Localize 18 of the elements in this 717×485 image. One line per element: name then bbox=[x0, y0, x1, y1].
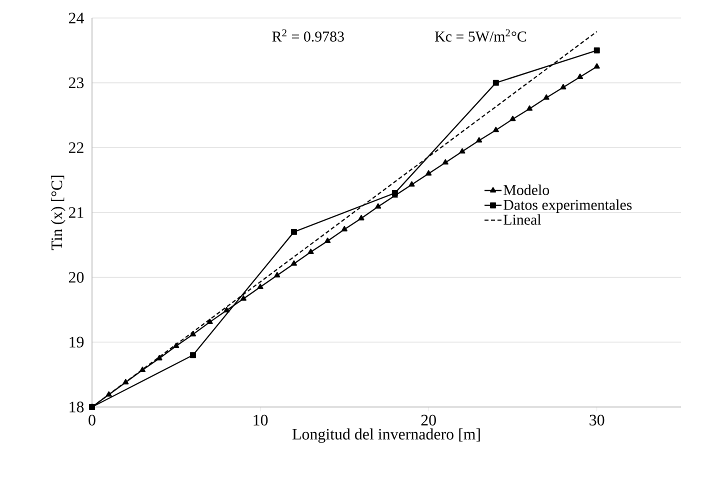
y-tick-label: 24 bbox=[69, 12, 84, 24]
y-tick-label: 20 bbox=[69, 272, 84, 283]
y-tick-label: 18 bbox=[70, 402, 84, 412]
y-tick-label: 21 bbox=[69, 207, 84, 218]
x-tick-label: 30 bbox=[590, 414, 604, 426]
legend-label: Datos experimentales bbox=[504, 199, 632, 213]
legend-label: Lineal bbox=[504, 214, 542, 225]
x-tick-label: 20 bbox=[421, 414, 436, 426]
annotation: R$^{2}$ = 0.9783 bbox=[272, 29, 344, 42]
y-tick-label: 22 bbox=[69, 142, 84, 153]
y-axis-title: Tin (x) [°C] bbox=[50, 176, 66, 250]
x-tick-label: 0 bbox=[88, 414, 96, 426]
x-axis-title: Longitud del invernadero [m] bbox=[292, 428, 480, 443]
annotation: Kc = 5W/m$^{2}$°C bbox=[435, 29, 526, 42]
y-tick-label: 19 bbox=[70, 336, 84, 348]
x-tick-label: 10 bbox=[254, 414, 268, 426]
y-tick-label: 23 bbox=[69, 77, 84, 88]
legend-label: Modelo bbox=[504, 184, 550, 196]
